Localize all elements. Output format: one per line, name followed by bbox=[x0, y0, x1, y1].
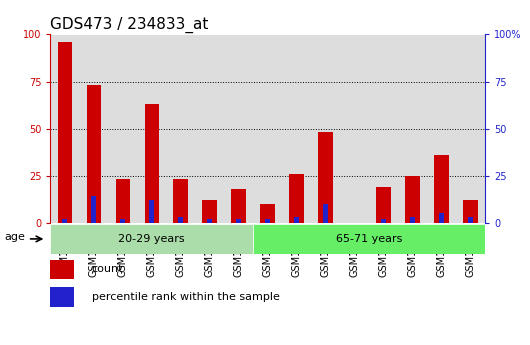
Bar bbox=[116, 179, 130, 223]
Bar bbox=[50, 287, 74, 307]
Bar bbox=[232, 189, 246, 223]
Bar bbox=[398, 34, 427, 223]
Bar bbox=[137, 34, 166, 223]
Bar bbox=[294, 217, 299, 223]
Bar bbox=[427, 34, 456, 223]
Bar bbox=[195, 34, 224, 223]
Bar bbox=[50, 260, 74, 279]
Bar bbox=[439, 213, 444, 223]
Bar bbox=[282, 34, 311, 223]
Bar bbox=[253, 34, 282, 223]
Bar bbox=[178, 217, 183, 223]
Bar bbox=[173, 179, 188, 223]
Bar bbox=[50, 224, 253, 254]
Text: 65-71 years: 65-71 years bbox=[336, 234, 402, 244]
Text: GDS473 / 234833_at: GDS473 / 234833_at bbox=[50, 17, 209, 33]
Bar bbox=[405, 176, 420, 223]
Bar bbox=[265, 219, 270, 223]
Bar bbox=[145, 104, 159, 223]
Bar bbox=[120, 219, 126, 223]
Bar bbox=[253, 224, 485, 254]
Bar bbox=[311, 34, 340, 223]
Bar bbox=[381, 219, 386, 223]
Bar bbox=[80, 34, 108, 223]
Bar bbox=[58, 42, 72, 223]
Bar bbox=[468, 217, 473, 223]
Bar bbox=[224, 34, 253, 223]
Bar bbox=[319, 132, 333, 223]
Bar bbox=[50, 34, 80, 223]
Text: percentile rank within the sample: percentile rank within the sample bbox=[92, 292, 279, 302]
Bar bbox=[108, 34, 137, 223]
Bar bbox=[376, 187, 391, 223]
Bar bbox=[202, 200, 217, 223]
Bar bbox=[369, 34, 398, 223]
Bar bbox=[456, 34, 485, 223]
Bar bbox=[149, 200, 154, 223]
Bar bbox=[260, 204, 275, 223]
Bar bbox=[434, 155, 449, 223]
Bar bbox=[91, 196, 96, 223]
Bar bbox=[463, 200, 478, 223]
Text: 20-29 years: 20-29 years bbox=[118, 234, 185, 244]
Bar bbox=[207, 219, 213, 223]
Text: age: age bbox=[4, 233, 25, 243]
Bar bbox=[340, 34, 369, 223]
Text: count: count bbox=[92, 264, 123, 274]
Bar bbox=[236, 219, 241, 223]
Bar bbox=[323, 204, 328, 223]
Bar bbox=[289, 174, 304, 223]
Bar bbox=[410, 217, 415, 223]
Bar bbox=[62, 219, 67, 223]
Bar bbox=[166, 34, 195, 223]
Bar bbox=[86, 85, 101, 223]
